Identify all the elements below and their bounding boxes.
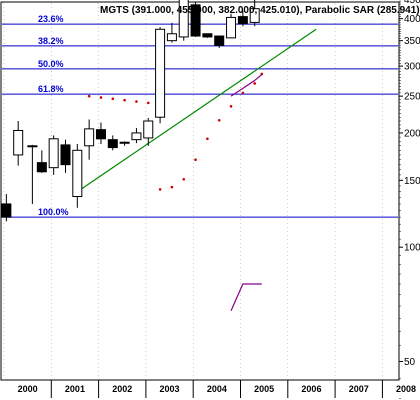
candle	[36, 150, 47, 173]
sar-dot	[194, 158, 197, 162]
sar-dot	[158, 188, 162, 191]
x-tick-label: 2002	[112, 384, 132, 394]
y-tick-label: 400	[404, 14, 420, 25]
candle-body-up	[166, 33, 177, 42]
candle	[95, 122, 106, 145]
sar-dot	[241, 91, 245, 95]
sar-dot	[146, 101, 150, 105]
sar-dot	[170, 185, 174, 189]
magenta-line	[230, 283, 262, 312]
candle-body-up	[13, 129, 24, 156]
candle	[72, 144, 83, 208]
candle-body-up	[249, 8, 260, 23]
y-axis: 50100150200250300350400450500	[399, 0, 420, 399]
candle-body-down	[60, 144, 71, 166]
candle-body-down	[95, 129, 106, 140]
sar-dot	[123, 98, 126, 102]
x-tick-label: 2000	[18, 384, 38, 394]
y-tick-label: 150	[404, 176, 420, 187]
candle	[178, 0, 189, 41]
x-tick-label: 2005	[254, 384, 274, 394]
trendline-layer	[76, 28, 317, 193]
candle	[226, 13, 237, 39]
candle	[237, 10, 248, 27]
x-axis: 2000 2001 2002 2003 2004 2005 2006 2007 2008	[18, 380, 416, 398]
magenta-indicator-lines	[230, 74, 263, 312]
candle-body-down	[202, 33, 213, 38]
x-tick-label: 2001	[65, 384, 85, 394]
candle	[131, 128, 142, 144]
y-tick-label: 100	[404, 243, 420, 254]
sar-dot	[99, 96, 103, 99]
candle-body-down	[190, 4, 201, 37]
candle	[119, 141, 130, 146]
candle	[27, 144, 38, 204]
fib-level-label: 23.6%	[38, 14, 64, 24]
candle-body-down	[214, 35, 225, 46]
candle-body-up	[84, 128, 95, 147]
sar-dot	[206, 137, 209, 141]
sar-dot	[182, 177, 186, 181]
y-tick-label: 250	[404, 92, 420, 103]
trendline	[76, 28, 317, 193]
candle-body-down	[36, 162, 47, 173]
candle	[249, 0, 260, 27]
candle-body-up	[178, 0, 189, 38]
candle	[60, 139, 71, 173]
candle	[107, 135, 118, 151]
sar-dot	[111, 97, 115, 101]
candle	[1, 194, 12, 222]
fibonacci-levels: 0.0%23.6%38.2%50.0%61.8%100.0%	[2, 14, 398, 218]
candle	[214, 35, 225, 48]
magenta-line	[230, 74, 263, 97]
candle-body-up	[48, 138, 59, 169]
y-tick-label: 300	[404, 62, 420, 73]
fib-level-label: 50.0%	[38, 59, 64, 69]
candle	[166, 22, 177, 43]
candle	[143, 117, 154, 146]
fib-level-label: 61.8%	[38, 84, 64, 94]
candle-body-down	[107, 139, 118, 149]
candle-body-up	[155, 28, 166, 118]
sar-dot	[253, 82, 256, 85]
candle-body-down	[237, 16, 248, 25]
candle	[84, 119, 95, 160]
y-tick-label: 200	[404, 128, 420, 139]
sar-dot	[135, 100, 138, 103]
candle	[13, 121, 24, 166]
chart-title: MGTS (391.000, 455.000, 382.000, 425.010…	[100, 5, 420, 16]
candle-body-up	[143, 120, 154, 139]
x-tick-label: 2008	[396, 384, 416, 394]
candle	[48, 135, 59, 175]
fib-level-label: 38.2%	[38, 36, 64, 46]
candle	[155, 27, 166, 124]
candle	[190, 1, 201, 37]
sar-dot	[87, 94, 91, 98]
sar-dot	[217, 118, 221, 122]
candlesticks	[1, 0, 260, 222]
fib-level-label: 100.0%	[38, 207, 69, 217]
x-tick-label: 2007	[349, 384, 369, 394]
candle-body-down	[1, 203, 12, 218]
sar-dot	[229, 105, 233, 108]
x-tick-label: 2003	[160, 384, 180, 394]
x-tick-label: 2006	[301, 384, 321, 394]
grid-layer	[3, 3, 383, 380]
candle-body-down	[27, 145, 38, 148]
x-tick-label: 2004	[207, 384, 227, 394]
y-tick-label: 50	[404, 357, 416, 368]
candle-body-up	[72, 149, 83, 198]
candle	[202, 33, 213, 38]
y-tick-label: 450	[404, 0, 420, 6]
candle-body-up	[226, 16, 237, 39]
y-tick-label: 350	[404, 36, 420, 47]
candle-body-up	[131, 132, 142, 141]
candle-body-down	[119, 141, 130, 144]
